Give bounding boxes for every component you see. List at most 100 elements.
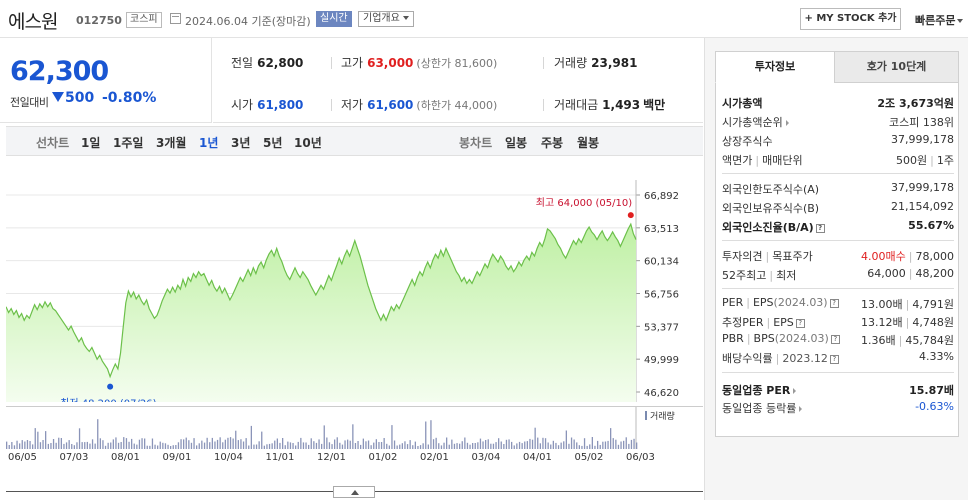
volume-bar [172,445,174,449]
volume-bar [16,440,18,449]
volume-bar [367,440,370,449]
volume-bar [89,443,91,449]
help-icon[interactable]: ? [795,318,805,328]
tab-daily-candle[interactable]: 일봉 [505,136,528,150]
bps-label: BPS [753,332,775,345]
volume-bar [261,431,263,449]
industry-change-link[interactable]: 동일업종 등락률 [722,400,803,416]
stock-code: 012750 [76,14,122,27]
volume-bar [583,438,586,449]
volume-bar [235,430,237,449]
x-tick-label: 02/01 [420,452,449,463]
stat-amount-unit: 백만 [643,98,666,112]
market-cap-rank-link[interactable]: 시가총액순위 [722,114,789,130]
volume-bar [11,442,13,449]
volume-bar [524,441,526,449]
tab-3month[interactable]: 3개월 [156,136,187,150]
volume-bar [589,444,591,449]
volume-bar [227,437,229,449]
help-icon[interactable]: ? [815,223,825,233]
help-icon[interactable]: ? [829,298,839,308]
top-bar: 에스원 012750 코스피 2024.06.04 기준(장마감) 실시간 기업… [0,0,968,38]
row-industry-change: 동일업종 등락률 -0.63% [722,398,954,416]
volume-bar [99,438,101,449]
volume-bar [459,443,461,449]
price-box: 62,300 전일대비 500 -0.80% [0,38,212,123]
tab-monthly-candle[interactable]: 월봉 [577,136,600,150]
volume-bar [547,442,549,449]
row-foreign-limit: 외국인한도주식수(A) 37,999,178 [722,179,954,197]
industry-per-link[interactable]: 동일업종 PER [722,382,797,398]
est-per-eps-label: 추정PER | EPS? [722,314,805,330]
volume-bar [521,443,523,449]
market-cap-label: 시가총액 [722,97,763,110]
row-foreign-hold: 외국인보유주식수(B) 21,154,092 [722,198,954,216]
volume-bar [485,440,487,449]
help-icon[interactable]: ? [830,334,840,344]
tab-orderbook-10[interactable]: 호가 10단계 [834,51,959,83]
tab-10year[interactable]: 10년 [294,136,322,150]
volume-bar [107,442,109,449]
volume-bar [170,446,172,449]
quick-order-dropdown[interactable]: 빠른주문 [915,12,964,28]
dividend-label-wrap: 배당수익률 | 2023.12? [722,350,839,366]
y-tick-label: 63,513 [644,224,679,235]
x-tick-label: 01/02 [368,452,398,463]
volume-bar [409,440,411,449]
x-tick-label: 08/01 [111,452,140,463]
volume-bar [432,439,435,449]
volume-bar [190,442,193,449]
est-eps-value: 4,748원 [912,316,954,329]
divider [331,57,332,69]
volume-bar [295,445,297,449]
realtime-button[interactable]: 실시간 [316,11,352,27]
tab-weekly-candle[interactable]: 주봉 [541,136,564,150]
collapse-chart-button[interactable] [333,486,375,498]
volume-bar [360,444,362,449]
volume-bar [518,441,521,449]
x-tick-label: 06/05 [8,452,37,463]
volume-bar [279,442,281,449]
est-eps-label: EPS [773,316,794,329]
down-triangle-icon [52,92,64,102]
volume-bar [229,437,232,449]
corp-overview-dropdown[interactable]: 기업개요 [358,11,414,27]
volume-bar [448,444,450,449]
my-stock-add-button[interactable]: + MY STOCK 추가 [800,8,901,30]
target-label: 목표주가 [772,250,813,263]
listed-shares-label: 상장주식수 [722,135,773,148]
volume-bar [591,437,593,449]
volume-bar [102,440,104,449]
volume-bar [636,442,638,449]
volume-bar [154,444,156,449]
tab-1year[interactable]: 1년 [199,136,219,150]
volume-bar [47,443,49,449]
x-tick-label: 11/01 [265,452,295,463]
market-badge: 코스피 [126,12,162,28]
price-chart[interactable]: 66,892 63,513 60,134 56,756 53,377 49,999 46,6… [5,180,703,410]
volume-bar [474,443,476,449]
volume-bar [216,439,219,449]
foreign-limit-label: 외국인한도주식수(A) [722,183,820,196]
tab-1week[interactable]: 1주일 [113,136,144,150]
tab-3year[interactable]: 3년 [231,136,251,150]
volume-bar [425,421,427,449]
volume-bar [289,442,292,449]
price-change-percent: -0.80% [102,90,157,106]
volume-bar [157,445,159,449]
tab-5year[interactable]: 5년 [263,136,283,150]
corp-overview-label: 기업개요 [363,13,400,24]
tab-1day[interactable]: 1일 [81,136,101,150]
volume-bar [578,445,580,449]
market-cap-rank-value: 코스피 138위 [889,116,954,129]
volume-bar [253,444,255,449]
help-icon[interactable]: ? [829,354,839,364]
volume-bar [305,442,307,449]
volume-bar [222,442,224,449]
volume-bar [282,438,284,449]
volume-bar [258,441,260,449]
volume-bar [362,438,364,449]
volume-bar [440,445,443,449]
tab-investment-info[interactable]: 투자정보 [715,51,835,83]
volume-bar [373,442,375,449]
